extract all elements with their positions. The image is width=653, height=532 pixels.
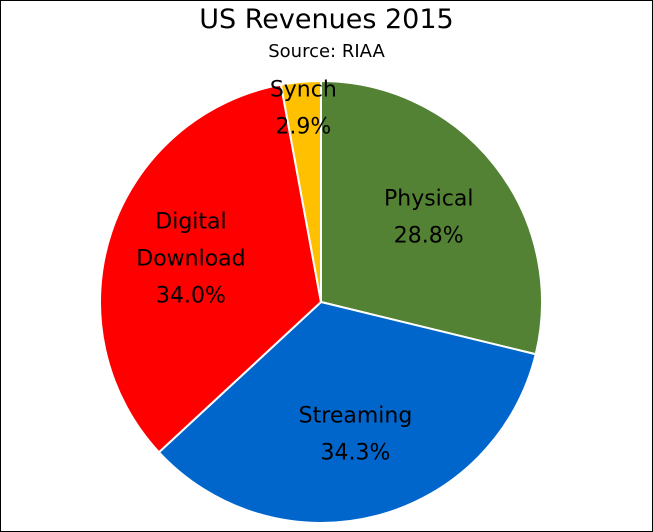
pie-slice-digital-download — [99, 83, 322, 454]
pie-slice-synch — [279, 80, 322, 303]
slice-name-label: Digital — [155, 209, 226, 234]
pie-slice-streaming — [157, 301, 537, 524]
pie-label-digital-download: Digital Download 34.0% — [136, 209, 245, 308]
chart-subtitle: Source: RIAA — [268, 41, 385, 62]
pie-slices — [99, 80, 543, 524]
slice-name-label: Streaming — [299, 404, 413, 429]
pie-label-physical: Physical 28.8% — [384, 186, 474, 248]
pie-label-synch: Synch 2.9% — [270, 77, 337, 139]
slice-name-label: Download — [136, 246, 245, 271]
slice-value-label: 28.8% — [394, 223, 464, 248]
pie-slice-physical — [320, 80, 543, 356]
slice-value-label: 34.3% — [321, 441, 391, 466]
slice-value-label: 2.9% — [275, 114, 331, 139]
slice-value-label: 34.0% — [156, 283, 226, 308]
slice-name-label: Synch — [270, 77, 337, 102]
pie-label-streaming: Streaming 34.3% — [299, 404, 413, 466]
chart-title: US Revenues 2015 — [199, 4, 454, 35]
slice-name-label: Physical — [384, 186, 474, 211]
pie-labels: Physical 28.8% Streaming 34.3% Digital Downlo… — [136, 77, 473, 465]
